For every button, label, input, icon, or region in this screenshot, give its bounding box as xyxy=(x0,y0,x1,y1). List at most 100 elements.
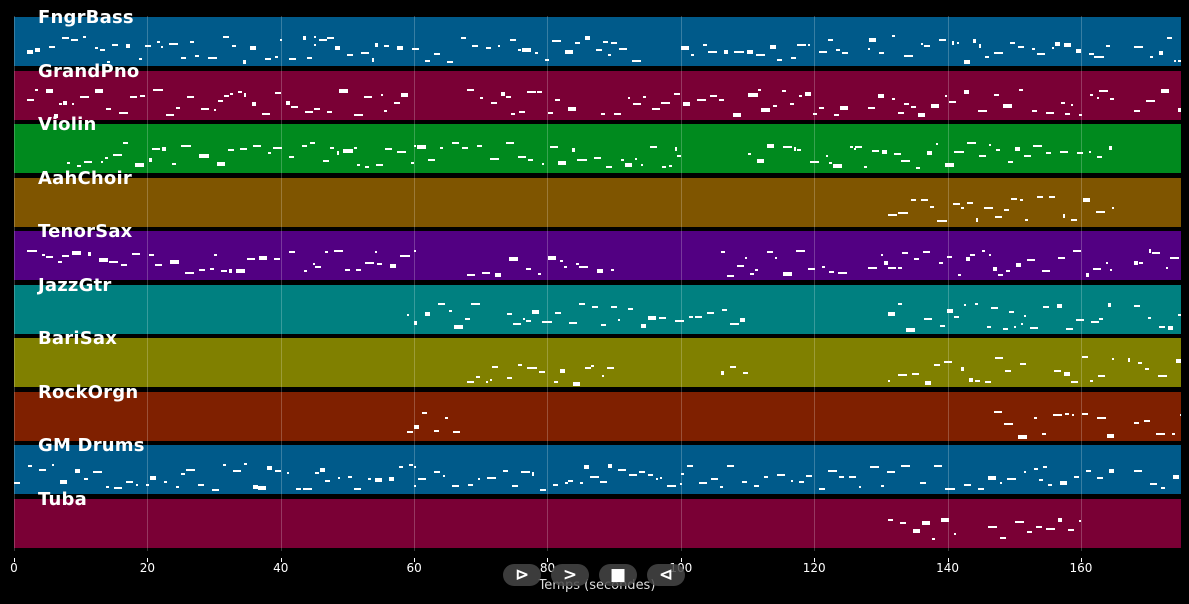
note xyxy=(991,306,999,309)
note xyxy=(433,429,439,432)
note xyxy=(584,464,589,469)
play-icon[interactable]: > xyxy=(551,564,589,586)
note xyxy=(999,536,1006,539)
note xyxy=(952,41,955,46)
note xyxy=(848,475,857,478)
note xyxy=(1054,42,1060,47)
note xyxy=(106,485,109,488)
note xyxy=(750,273,754,276)
note xyxy=(782,146,792,149)
note xyxy=(1004,422,1014,425)
note xyxy=(337,476,341,479)
note xyxy=(775,256,778,259)
note xyxy=(966,257,970,262)
note xyxy=(828,469,837,472)
note xyxy=(734,50,744,53)
note xyxy=(641,163,644,166)
note xyxy=(1020,199,1024,202)
note xyxy=(1176,359,1181,364)
x-tick xyxy=(814,558,816,562)
note xyxy=(849,146,853,149)
note xyxy=(881,149,888,154)
note xyxy=(357,164,361,167)
note xyxy=(503,469,509,472)
note xyxy=(680,473,684,476)
note xyxy=(777,58,783,61)
gridline xyxy=(414,16,416,551)
note xyxy=(748,93,758,98)
gridline xyxy=(947,16,949,551)
note xyxy=(1003,104,1012,109)
note xyxy=(314,44,317,47)
note xyxy=(1048,483,1053,486)
note xyxy=(427,159,436,162)
note xyxy=(1003,327,1009,330)
note xyxy=(944,95,948,98)
note xyxy=(125,44,131,49)
note xyxy=(1009,41,1016,44)
track-jazzgtr xyxy=(14,283,1181,335)
note xyxy=(313,36,316,39)
note xyxy=(580,481,583,484)
note xyxy=(648,316,656,321)
note xyxy=(1079,520,1082,523)
note xyxy=(161,147,166,152)
playback-controls: ⊳ > ■ ⊲ xyxy=(503,564,689,586)
note xyxy=(414,424,419,429)
note xyxy=(1143,420,1150,423)
note xyxy=(477,477,480,480)
note xyxy=(1007,478,1016,481)
note xyxy=(1160,89,1170,94)
note xyxy=(334,45,341,50)
note xyxy=(675,147,678,152)
note xyxy=(590,476,600,479)
note xyxy=(41,254,45,257)
note xyxy=(62,36,70,39)
note xyxy=(919,482,927,485)
note xyxy=(74,468,81,473)
note xyxy=(453,324,464,329)
note xyxy=(673,93,681,96)
note xyxy=(1058,518,1063,523)
note xyxy=(619,47,627,50)
note xyxy=(1015,146,1020,151)
note xyxy=(936,142,939,145)
note xyxy=(939,262,944,265)
rewind-icon[interactable]: ⊲ xyxy=(647,564,685,586)
note xyxy=(729,323,740,326)
stop-icon[interactable]: ■ xyxy=(599,564,637,586)
note xyxy=(1006,269,1011,272)
note xyxy=(398,466,403,469)
track-label: GM Drums xyxy=(38,435,145,456)
note xyxy=(518,48,522,51)
skip-back-icon[interactable]: ⊳ xyxy=(503,564,541,586)
note xyxy=(451,142,459,145)
note xyxy=(769,44,777,49)
note xyxy=(926,151,933,156)
note xyxy=(902,252,909,255)
x-tick xyxy=(1080,558,1082,562)
track-label: JazzGtr xyxy=(38,274,112,296)
note xyxy=(937,219,948,222)
note xyxy=(922,250,930,253)
note xyxy=(1134,110,1141,113)
note xyxy=(168,43,179,46)
note xyxy=(1033,467,1039,470)
note xyxy=(783,272,792,277)
note xyxy=(613,112,621,115)
note xyxy=(266,465,273,470)
note xyxy=(756,54,765,57)
note xyxy=(1037,196,1044,199)
note xyxy=(207,57,217,60)
note xyxy=(492,366,499,369)
note xyxy=(251,101,256,106)
note xyxy=(1081,412,1089,415)
note xyxy=(39,468,47,471)
note xyxy=(983,207,994,210)
note xyxy=(986,325,991,328)
note xyxy=(1066,327,1074,330)
note xyxy=(48,45,55,48)
note xyxy=(434,53,440,56)
note xyxy=(511,485,519,488)
note xyxy=(648,474,654,477)
